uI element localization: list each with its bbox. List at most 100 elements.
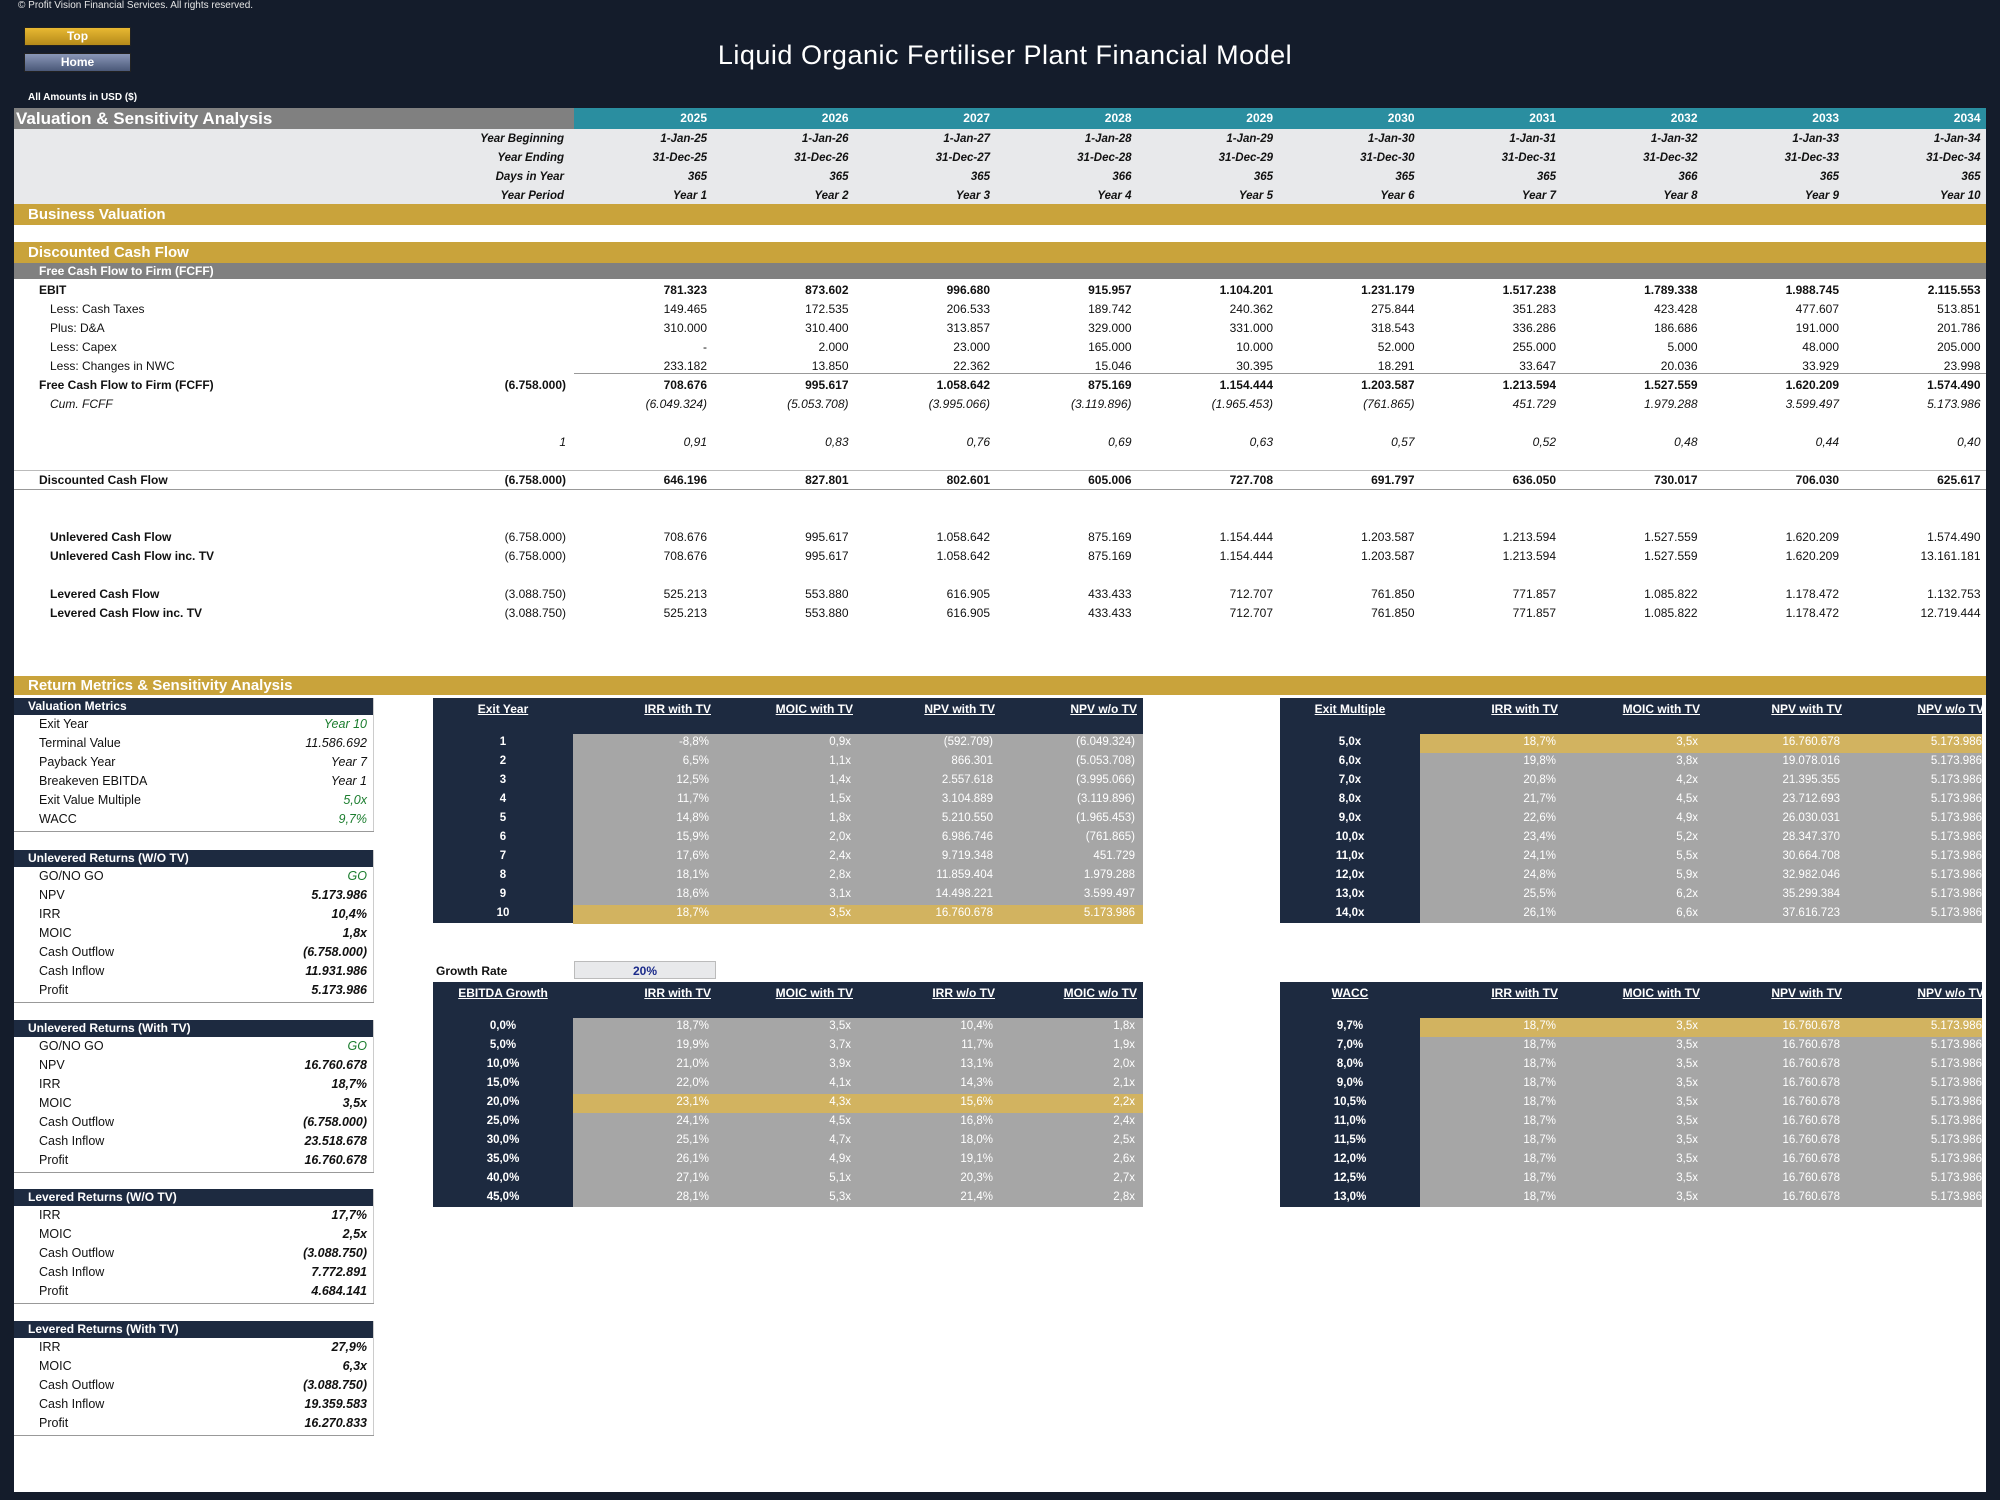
dcf-cell: 5.000 [1667, 340, 1698, 354]
dcf-row-label: Cum. FCFF [50, 397, 113, 411]
dcf-cell: 336.286 [1512, 321, 1556, 335]
metric-value: 16.270.833 [304, 1416, 367, 1430]
cash-flow-cell: 433.433 [1088, 587, 1132, 601]
metric-block-edge [373, 1020, 374, 1172]
metric-block-bottom [14, 1435, 374, 1436]
sens-column-header: IRR with TV [1491, 986, 1558, 1000]
sens-highlight-row [1420, 734, 1982, 753]
sens-cell: 25,5% [1523, 888, 1556, 900]
cash-flow-base: (3.088.750) [504, 606, 566, 620]
metric-label: Cash Outflow [39, 945, 115, 959]
home-button[interactable]: Home [24, 53, 131, 72]
sens-cell: 451.729 [1093, 850, 1135, 862]
sens-cell: 3,5x [1676, 1020, 1698, 1032]
sens-cell: 15,9% [676, 831, 709, 843]
dcf-cell: 1.988.745 [1785, 283, 1839, 297]
discounted-cf-cell: 625.617 [1937, 473, 1981, 487]
sens-row-key: 5 [499, 812, 507, 824]
cash-flow-cell: 995.617 [805, 549, 849, 563]
timeline-cell: 365 [1536, 171, 1556, 183]
metric-value: 10,4% [331, 907, 367, 921]
sens-highlight-row [1420, 1018, 1982, 1037]
dcf-cell: 1.789.338 [1644, 283, 1698, 297]
metric-label: Profit [39, 1416, 69, 1430]
sens-cell: 18,7% [1523, 1039, 1556, 1051]
timeline-cell: 1-Jan-29 [1226, 133, 1273, 145]
sens-cell: 21,4% [960, 1191, 993, 1203]
sens-cell: 5.173.986 [1930, 755, 1982, 767]
timeline-cell: 1-Jan-26 [801, 133, 849, 145]
sens-cell: 22,0% [676, 1077, 709, 1089]
metric-value: 6,3x [342, 1359, 367, 1373]
dcf-cell: 15.046 [1094, 359, 1132, 373]
timeline-cell: Year 2 [814, 190, 849, 202]
dcf-cell: 1.979.288 [1644, 397, 1698, 411]
sens-cell: 2,8x [829, 869, 851, 881]
sens-cell: 26,1% [676, 1153, 709, 1165]
timeline-cell: 365 [829, 171, 849, 183]
sens-cell: 16.760.678 [1782, 1191, 1840, 1203]
dcf-cell: 172.535 [805, 302, 849, 316]
metric-block-title: Unlevered Returns (With TV) [14, 1020, 374, 1037]
cash-flow-cell: 1.154.444 [1219, 530, 1273, 544]
sens-row-key: 1 [499, 736, 507, 748]
sens-cell: 5.173.986 [1930, 736, 1982, 748]
metric-label: Profit [39, 1284, 69, 1298]
sens-cell: 2,7x [1113, 1172, 1135, 1184]
timeline-cell: 366 [1678, 171, 1698, 183]
sens-cell: 1,8x [829, 812, 851, 824]
cash-flow-cell: 1.213.594 [1502, 549, 1556, 563]
cash-flow-cell: 875.169 [1088, 549, 1132, 563]
sens-cell: 16,8% [960, 1115, 993, 1127]
metric-value: 11.586.692 [305, 736, 367, 750]
metric-value: Year 10 [323, 717, 367, 731]
sens-cell: 16.760.678 [1782, 1058, 1840, 1070]
year-header: 2030 [1387, 111, 1415, 125]
sens-cell: 4,2x [1676, 774, 1698, 786]
sens-cell: 16.760.678 [935, 907, 993, 919]
cash-flow-cell: 525.213 [663, 606, 707, 620]
dcf-cell: 1.574.490 [1927, 378, 1981, 392]
sens-cell: 3,1x [829, 888, 851, 900]
top-button[interactable]: Top [24, 27, 131, 46]
sens-row-key: 12,0x [1335, 869, 1365, 881]
cash-flow-cell: 1.058.642 [936, 549, 990, 563]
timeline-label: Year Ending [497, 152, 564, 164]
sens-cell: 5,5x [1676, 850, 1698, 862]
sens-cell: 18,7% [1523, 1172, 1556, 1184]
dcf-cell: 451.729 [1512, 397, 1556, 411]
sens-row-key: 10,0x [1335, 831, 1365, 843]
dcf-cell: 48.000 [1802, 340, 1839, 354]
sens-cell: 5.173.986 [1930, 1077, 1982, 1089]
dcf-cell: 189.742 [1088, 302, 1132, 316]
sens-column-header: Exit Year [477, 702, 529, 716]
year-header-band [574, 108, 1986, 129]
sens-cell: 19,8% [1523, 755, 1556, 767]
sens-data-area [1420, 734, 1982, 923]
cash-flow-base: (6.758.000) [504, 549, 566, 563]
metric-value: (3.088.750) [303, 1246, 367, 1260]
sens-cell: 6,2x [1676, 888, 1698, 900]
dcf-cell: 313.857 [946, 321, 990, 335]
sens-cell: 17,6% [676, 850, 709, 862]
dcf-cell: 477.607 [1795, 302, 1839, 316]
discounted-cf-cell: 730.017 [1654, 473, 1698, 487]
dcf-cell: 1.620.209 [1785, 378, 1839, 392]
sens-cell: 18,7% [1523, 1020, 1556, 1032]
metric-label: Payback Year [39, 755, 116, 769]
sens-highlight-row [573, 905, 1143, 924]
sens-row-key: 3 [499, 774, 507, 786]
dcf-cell: 423.428 [1654, 302, 1698, 316]
year-header: 2029 [1246, 111, 1273, 125]
return-metrics-bar: Return Metrics & Sensitivity Analysis [14, 676, 1986, 695]
dcf-cell: 23.000 [953, 340, 990, 354]
discount-factor-cell: 0,40 [1957, 435, 1981, 449]
sens-cell: 3,5x [1676, 1134, 1698, 1146]
dcf-cell: 513.851 [1937, 302, 1981, 316]
metric-label: IRR [39, 1340, 61, 1354]
metric-value: (6.758.000) [303, 945, 367, 959]
sens-cell: 1,9x [1113, 1039, 1135, 1051]
growth-rate-input[interactable]: 20% [574, 961, 716, 979]
sens-cell: 23,4% [1523, 831, 1556, 843]
cash-flow-cell: 1.154.444 [1219, 549, 1273, 563]
